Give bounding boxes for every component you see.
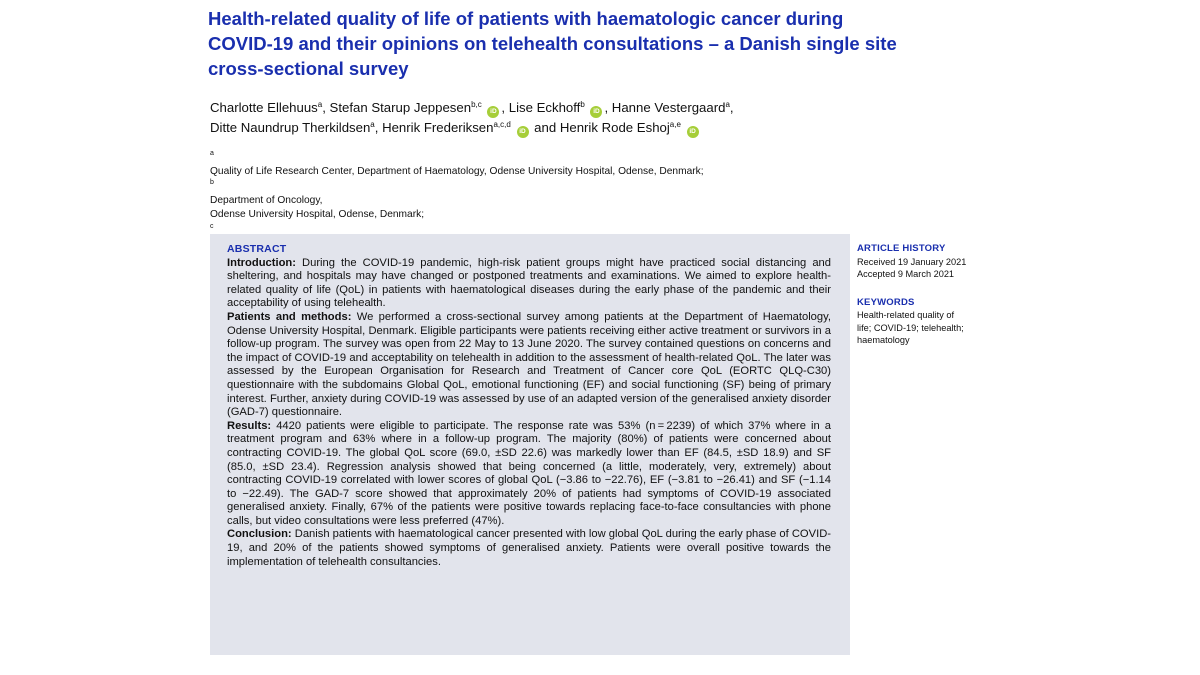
author-affiliation-marker: b bbox=[580, 100, 585, 109]
author-name: Hanne Vestergaard bbox=[611, 100, 726, 115]
keywords-line: life; COVID-19; telehealth; bbox=[857, 322, 964, 333]
title-line: Health-related quality of life of patien… bbox=[208, 8, 844, 29]
section-text: During the COVID-19 pandemic, high-risk … bbox=[227, 256, 831, 310]
section-text: Danish patients with haematological canc… bbox=[227, 528, 832, 568]
keywords-line: Health-related quality of bbox=[857, 310, 955, 320]
abstract-box: ABSTRACT Introduction: During the COVID-… bbox=[210, 234, 850, 655]
section-label: Patients and methods: bbox=[227, 310, 352, 323]
abstract-methods: Patients and methods: We performed a cro… bbox=[227, 311, 831, 420]
article-title: Health-related quality of life of patien… bbox=[208, 6, 968, 81]
section-label: Introduction: bbox=[227, 256, 296, 269]
orcid-icon[interactable]: iD bbox=[590, 106, 603, 118]
keywords: KEYWORDS Health-related quality of life;… bbox=[857, 297, 992, 347]
author-name: Lise Eckhoff bbox=[508, 100, 581, 115]
orcid-icon[interactable]: iD bbox=[686, 126, 699, 138]
author-affiliation-marker: a bbox=[370, 120, 375, 129]
received-date: Received 19 January 2021 bbox=[857, 256, 967, 267]
keywords-heading: KEYWORDS bbox=[857, 296, 915, 308]
article-history: ARTICLE HISTORY Received 19 January 2021… bbox=[857, 243, 992, 281]
orcid-icon[interactable]: iD bbox=[516, 126, 529, 138]
author-name: Henrik Frederiksen bbox=[382, 120, 494, 135]
author-list: Charlotte Ellehuusa, Stefan Starup Jeppe… bbox=[210, 98, 930, 138]
orcid-icon[interactable]: iD bbox=[487, 106, 500, 118]
title-line: cross-sectional survey bbox=[208, 58, 409, 79]
article-sidebar: ARTICLE HISTORY Received 19 January 2021… bbox=[857, 243, 992, 363]
abstract-heading: ABSTRACT bbox=[227, 243, 287, 255]
keywords-line: haematology bbox=[857, 335, 910, 345]
author-affiliation-marker: b,c bbox=[471, 100, 482, 109]
author-line-1: Charlotte Ellehuusa, Stefan Starup Jeppe… bbox=[210, 98, 930, 118]
section-text: 4420 patients were eligible to participa… bbox=[227, 419, 831, 527]
accepted-date: Accepted 9 March 2021 bbox=[857, 269, 955, 279]
author-affiliation-marker: a bbox=[725, 100, 730, 109]
abstract-conclusion: Conclusion: Danish patients with haemato… bbox=[227, 528, 831, 569]
author-name: Charlotte Ellehuus bbox=[210, 100, 318, 115]
section-label: Conclusion: bbox=[227, 528, 292, 541]
author-affiliation-marker: a,e bbox=[669, 120, 681, 129]
author-affiliation-marker: a bbox=[317, 100, 323, 109]
section-text: We performed a cross-sectional survey am… bbox=[227, 310, 831, 419]
section-label: Results: bbox=[227, 419, 272, 432]
abstract-content: ABSTRACT Introduction: During the COVID-… bbox=[227, 243, 831, 569]
abstract-results: Results: 4420 patients were eligible to … bbox=[227, 420, 831, 529]
author-line-2: Ditte Naundrup Therkildsena, Henrik Fred… bbox=[210, 118, 930, 138]
author-name: Ditte Naundrup Therkildsen bbox=[210, 120, 371, 135]
affiliation-line: a Quality of Life Research Center, Depart… bbox=[210, 150, 704, 206]
author-name: Stefan Starup Jeppesen bbox=[329, 100, 472, 115]
author-affiliation-marker: a,c,d bbox=[493, 120, 511, 129]
title-line: COVID-19 and their opinions on telehealt… bbox=[208, 33, 897, 54]
abstract-introduction: Introduction: During the COVID-19 pandem… bbox=[227, 257, 831, 311]
article-history-heading: ARTICLE HISTORY bbox=[857, 243, 946, 254]
author-name: Henrik Rode Eshoj bbox=[559, 120, 670, 135]
